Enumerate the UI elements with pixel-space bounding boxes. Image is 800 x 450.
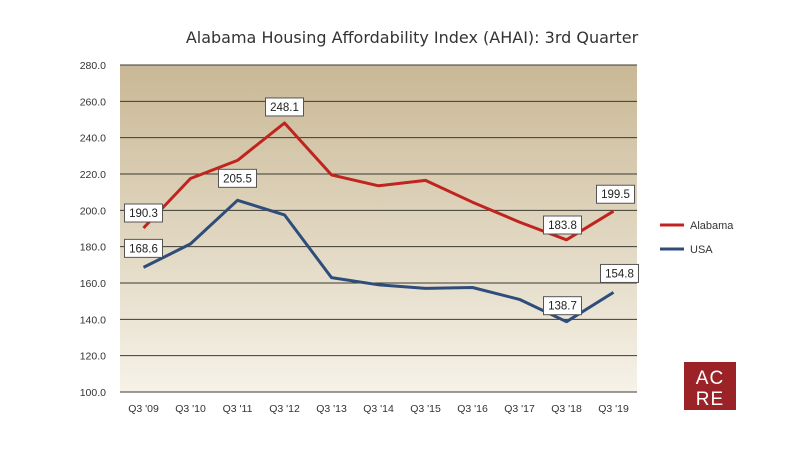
data-label-box <box>124 203 163 223</box>
data-label-box <box>265 97 304 117</box>
data-label: 190.3 <box>129 208 158 220</box>
data-label: 154.8 <box>605 268 634 280</box>
y-tick-label: 240.0 <box>80 133 106 145</box>
y-tick-label: 100.0 <box>80 387 106 399</box>
chart-title: Alabama Housing Affordability Index (AHA… <box>186 28 639 47</box>
y-tick-label: 160.0 <box>80 278 106 290</box>
series-lines <box>142 121 615 324</box>
y-tick-label: 200.0 <box>80 205 106 217</box>
acre-logo: AC RE <box>684 362 736 410</box>
legend-label: Alabama <box>690 220 734 232</box>
axis-labels: 100.0 120.0 140.0 160.0 180.0 200.0 220.0 240.0… <box>80 60 629 415</box>
x-tick-label: Q3 '10 <box>175 403 206 415</box>
data-label-box <box>543 296 582 316</box>
logo-text-top: AC <box>696 368 724 389</box>
y-tick-label: 180.0 <box>80 242 106 254</box>
data-label-box <box>124 238 163 258</box>
y-tick-label: 120.0 <box>80 351 106 363</box>
data-label: 138.7 <box>548 301 577 313</box>
data-label: 205.5 <box>223 173 252 185</box>
logo-box <box>684 362 736 410</box>
grid-lines <box>120 64 637 393</box>
x-tick-label: Q3 '09 <box>128 403 159 415</box>
x-tick-label: Q3 '12 <box>269 403 300 415</box>
x-tick-label: Q3 '16 <box>457 403 488 415</box>
y-tick-label: 280.0 <box>80 60 106 72</box>
y-tick-label: 260.0 <box>80 96 106 108</box>
x-tick-label: Q3 '13 <box>316 403 347 415</box>
x-tick-label: Q3 '15 <box>410 403 441 415</box>
data-label: 183.8 <box>548 220 577 232</box>
series-line-alabama <box>142 121 615 242</box>
data-label-box <box>596 184 635 204</box>
y-tick-label: 140.0 <box>80 314 106 326</box>
data-labels: 190.3 248.1 183.8 199.5 168.6 205.5 138.7 154.8 <box>124 97 639 316</box>
x-tick-label: Q3 '19 <box>598 403 629 415</box>
logo-text-bottom: RE <box>696 389 724 410</box>
data-label: 168.6 <box>129 243 158 255</box>
data-label: 199.5 <box>601 189 630 201</box>
x-tick-label: Q3 '14 <box>363 403 394 415</box>
x-tick-label: Q3 '17 <box>504 403 535 415</box>
data-label-box <box>600 263 639 283</box>
data-label: 248.1 <box>270 102 299 114</box>
series-line-usa <box>142 198 615 324</box>
x-tick-label: Q3 '11 <box>223 403 253 415</box>
y-tick-label: 220.0 <box>80 169 106 181</box>
legend: Alabama USA <box>660 220 734 256</box>
data-label-box <box>543 215 582 235</box>
x-tick-label: Q3 '18 <box>551 403 582 415</box>
legend-label: USA <box>690 244 713 256</box>
data-label-box <box>218 168 257 188</box>
